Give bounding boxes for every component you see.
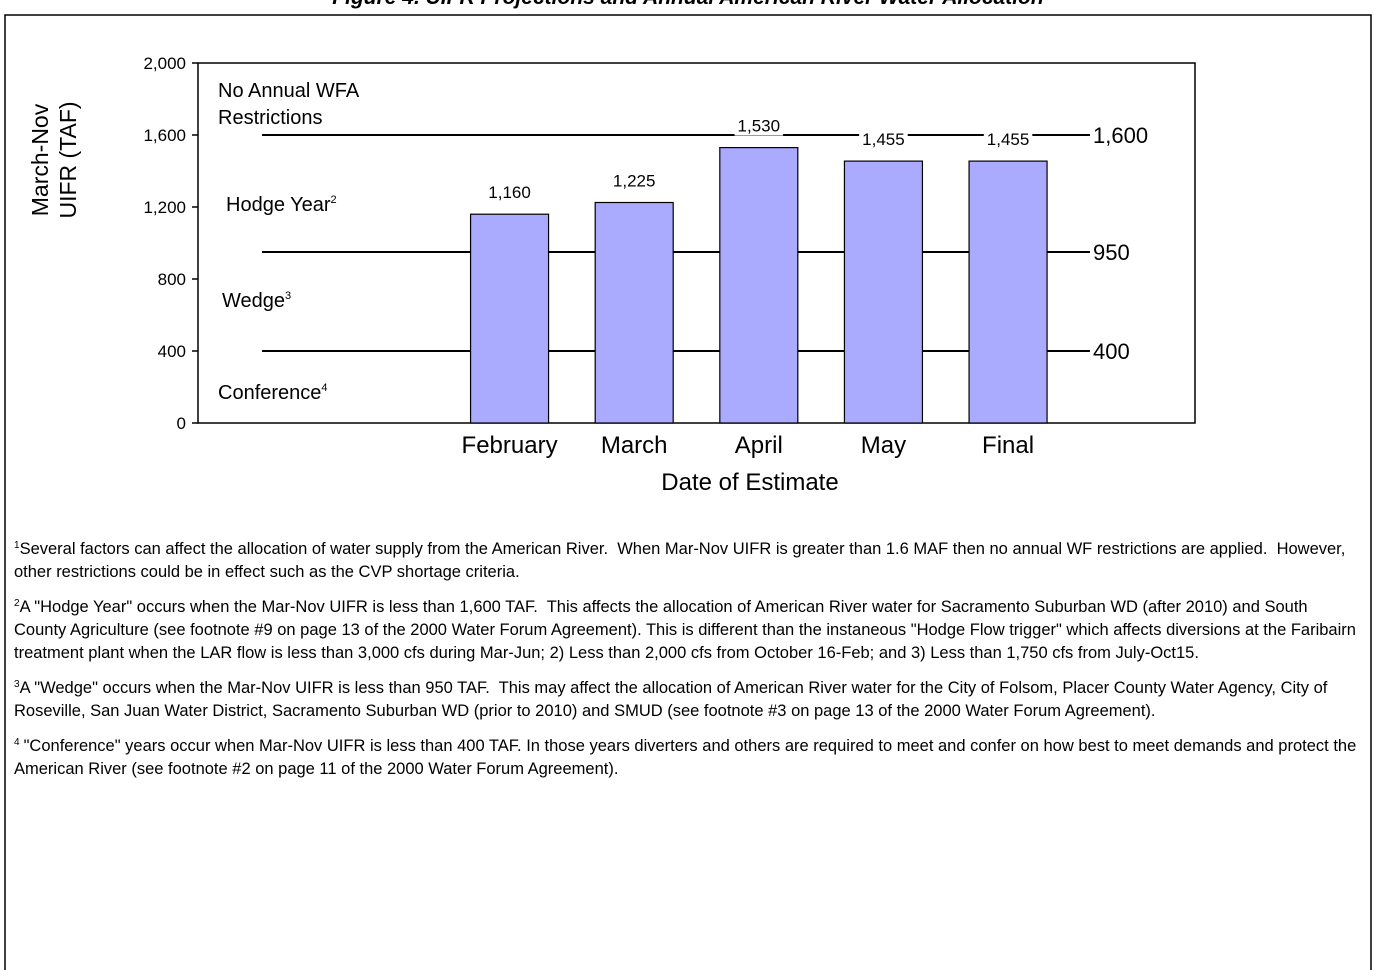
bar: [968, 160, 1048, 424]
value-label-bg: [859, 130, 908, 150]
zone-label: Wedge3: [222, 290, 291, 312]
frame: [4, 14, 1372, 970]
footnote: 3A "Wedge" occurs when the Mar-Nov UIFR …: [14, 677, 1359, 723]
threshold-label: 950: [1093, 240, 1130, 265]
y-tick-label: 800: [158, 270, 186, 289]
value-label: 1,455: [862, 130, 905, 149]
value-label-bg: [485, 183, 534, 203]
footnote: 4 "Conference" years occur when Mar-Nov U…: [14, 735, 1359, 781]
value-label: 1,160: [488, 183, 531, 202]
zone-label: Conference4: [218, 382, 328, 404]
zone-label-text: Hodge Year: [226, 194, 331, 216]
value-label: 1,455: [987, 130, 1030, 149]
x-tick-label: May: [861, 432, 906, 459]
footnote-number: 4: [14, 737, 20, 748]
footnote-text: A "Wedge" occurs when the Mar-Nov UIFR i…: [14, 679, 1332, 720]
footnotes: 1Several factors can affect the allocati…: [14, 538, 1359, 793]
zone-label-text: No Annual WFA: [218, 80, 360, 102]
x-tick-label: February: [462, 432, 558, 459]
y-axis-label-line: March-Nov: [27, 103, 53, 216]
y-tick-label: 2,000: [143, 54, 186, 73]
zone-note: 4: [321, 382, 327, 394]
y-tick-label: 1,200: [143, 198, 186, 217]
zone-note: 3: [285, 290, 291, 302]
threshold-label: 1,600: [1093, 123, 1148, 148]
footnote-number: 2: [14, 598, 20, 609]
zone-label: No Annual WFA: [218, 80, 360, 102]
plot-area: [197, 62, 1196, 424]
value-label-bg: [983, 130, 1033, 150]
x-tick-label: April: [735, 432, 783, 459]
footnote: 1Several factors can affect the allocati…: [14, 538, 1359, 584]
value-label-bg: [609, 171, 659, 191]
bar: [594, 201, 674, 424]
footnote-text: "Conference" years occur when Mar-Nov UI…: [14, 737, 1360, 778]
footnote-text: A "Hodge Year" occurs when the Mar-Nov U…: [14, 598, 1361, 662]
value-label-bg: [734, 116, 784, 136]
chart-title: Figure 4. UIFR Projections and Annual Am…: [332, 0, 1043, 9]
bar: [469, 213, 550, 424]
bar: [719, 147, 799, 424]
zone-note: 2: [331, 194, 337, 206]
zone-label: Restrictions: [218, 107, 322, 129]
x-tick-label: March: [601, 432, 668, 459]
y-tick-label: 1,600: [143, 126, 186, 145]
footnote-number: 1: [14, 540, 20, 551]
bar: [843, 160, 924, 424]
zone-label: Hodge Year2: [226, 194, 337, 216]
zone-label-text: Restrictions: [218, 107, 322, 129]
value-label: 1,530: [738, 117, 781, 136]
footnote: 2A "Hodge Year" occurs when the Mar-Nov …: [14, 596, 1359, 665]
footnote-text: Several factors can affect the allocatio…: [14, 540, 1350, 581]
value-label: 1,225: [613, 172, 656, 191]
x-tick-label: Final: [982, 432, 1034, 459]
zone-label-text: Wedge: [222, 290, 285, 312]
y-axis-label: March-NovUIFR (TAF): [27, 101, 81, 218]
x-axis-label: Date of Estimate: [661, 469, 838, 496]
y-tick-label: 400: [158, 342, 186, 361]
y-axis-label-line: UIFR (TAF): [55, 101, 81, 218]
threshold-label: 400: [1093, 339, 1130, 364]
footnote-number: 3: [14, 679, 20, 690]
y-tick-label: 0: [177, 414, 186, 433]
zone-label-text: Conference: [218, 382, 321, 404]
